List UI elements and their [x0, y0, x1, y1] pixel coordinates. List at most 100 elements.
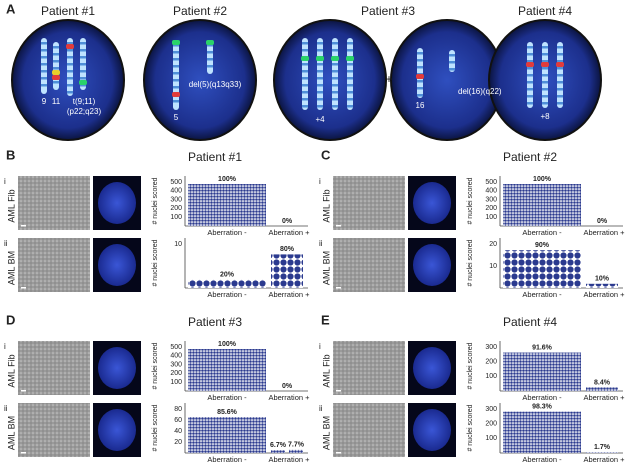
- panel-letter: E: [321, 312, 330, 327]
- row-numeral: ii: [4, 404, 8, 413]
- chromosome-band: [347, 49, 353, 52]
- chromosome-label: del(16)(q22): [458, 87, 502, 96]
- chromosome-band: [302, 49, 308, 52]
- chromosome-band: [53, 81, 59, 84]
- probe-signal: [206, 40, 214, 45]
- brightfield-image: [18, 341, 90, 395]
- chromosome-band: [80, 42, 86, 45]
- chromosome-band: [332, 63, 338, 66]
- nucleus: [98, 347, 136, 389]
- chromosome-band: [207, 65, 213, 68]
- y-tick-label: 100: [170, 214, 182, 221]
- chromosome-band: [67, 63, 73, 66]
- chromosome-band: [53, 53, 59, 56]
- chromosome-band: [67, 42, 73, 45]
- x-category-label: Aberration -: [207, 393, 247, 402]
- y-axis-label: # nuclei scored: [152, 404, 159, 451]
- y-tick-label: 20: [174, 439, 182, 446]
- chromosome-band: [417, 87, 423, 90]
- chromosome-band: [332, 98, 338, 101]
- nuclei-bar: [188, 184, 266, 226]
- metaphase-cell: [273, 19, 387, 141]
- chromosome-band: [207, 44, 213, 47]
- percent-label: 80%: [280, 246, 295, 253]
- row-numeral: i: [4, 342, 6, 351]
- y-tick-label: 200: [170, 205, 182, 212]
- chromosome-band: [41, 56, 47, 59]
- row-label: AML BM: [6, 416, 16, 450]
- probe-signal: [346, 56, 354, 61]
- y-tick-label: 200: [485, 359, 497, 366]
- x-category-label: Aberration +: [268, 393, 310, 402]
- x-category-label: Aberration -: [207, 455, 247, 464]
- brightfield-image: [18, 238, 90, 292]
- chromosome-label: 16: [416, 101, 425, 110]
- chromosome-band: [67, 56, 73, 59]
- chromosome-band: [347, 42, 353, 45]
- chromosome-band: [542, 74, 548, 77]
- patient-title: Patient #3: [361, 4, 415, 18]
- x-category-label: Aberration +: [268, 290, 310, 299]
- probe-signal: [172, 92, 180, 97]
- chromosome-band: [41, 84, 47, 87]
- chromosome-band: [80, 77, 86, 80]
- x-category-label: Aberration -: [522, 290, 562, 299]
- y-tick-label: 300: [170, 361, 182, 368]
- y-tick-label: 400: [170, 353, 182, 360]
- panel-letter: C: [321, 147, 331, 162]
- chromosome-band: [347, 98, 353, 101]
- chromosome-band: [173, 51, 179, 54]
- y-tick-label: 80: [174, 406, 182, 413]
- y-tick-label: 100: [485, 214, 497, 221]
- x-category-label: Aberration +: [268, 228, 310, 237]
- chromosome-band: [41, 42, 47, 45]
- chromosome: [41, 38, 47, 94]
- chromosome-band: [173, 44, 179, 47]
- probe-signal: [79, 80, 87, 85]
- x-category-label: Aberration -: [522, 228, 562, 237]
- patient-title: Patient #4: [518, 4, 572, 18]
- probe-signal: [52, 70, 60, 75]
- chromosome-band: [67, 77, 73, 80]
- y-tick-label: 10: [489, 263, 497, 270]
- chromosome-band: [317, 77, 323, 80]
- nucleus: [413, 409, 451, 451]
- y-tick-label: 400: [485, 188, 497, 195]
- chromosome-band: [317, 49, 323, 52]
- chromosome-band: [347, 84, 353, 87]
- y-tick-label: 200: [485, 205, 497, 212]
- chromosome-band: [347, 63, 353, 66]
- panel-title: Patient #1: [188, 150, 242, 164]
- chromosome-band: [207, 51, 213, 54]
- patient-title: Patient #2: [173, 4, 227, 18]
- chromosome-band: [557, 95, 563, 98]
- chromosome-band: [557, 60, 563, 63]
- percent-label: 0%: [597, 218, 608, 225]
- chromosome-band: [53, 67, 59, 70]
- chromosome-band: [317, 105, 323, 108]
- nuclei-bar: [271, 450, 285, 453]
- x-category-label: Aberration +: [583, 455, 625, 464]
- panel-letter: D: [6, 312, 15, 327]
- metaphase-cell: [143, 19, 257, 141]
- chromosome-label: 5: [174, 113, 179, 122]
- chromosome-band: [542, 81, 548, 84]
- y-tick-label: 500: [170, 344, 182, 351]
- probe-signal: [526, 62, 534, 67]
- x-category-label: Aberration -: [207, 228, 247, 237]
- row-numeral: ii: [319, 239, 323, 248]
- chromosome-band: [173, 86, 179, 89]
- chromosome-band: [302, 77, 308, 80]
- chromosome-band: [317, 98, 323, 101]
- probe-signal: [52, 75, 60, 80]
- chromosome-band: [449, 61, 455, 64]
- chromosome-band: [317, 84, 323, 87]
- chromosome-band: [80, 84, 86, 87]
- scale-bar: [336, 287, 341, 289]
- row-numeral: i: [319, 177, 321, 186]
- chromosome-band: [317, 70, 323, 73]
- y-tick-label: 300: [170, 196, 182, 203]
- y-tick-label: 100: [170, 379, 182, 386]
- chromosome-band: [67, 49, 73, 52]
